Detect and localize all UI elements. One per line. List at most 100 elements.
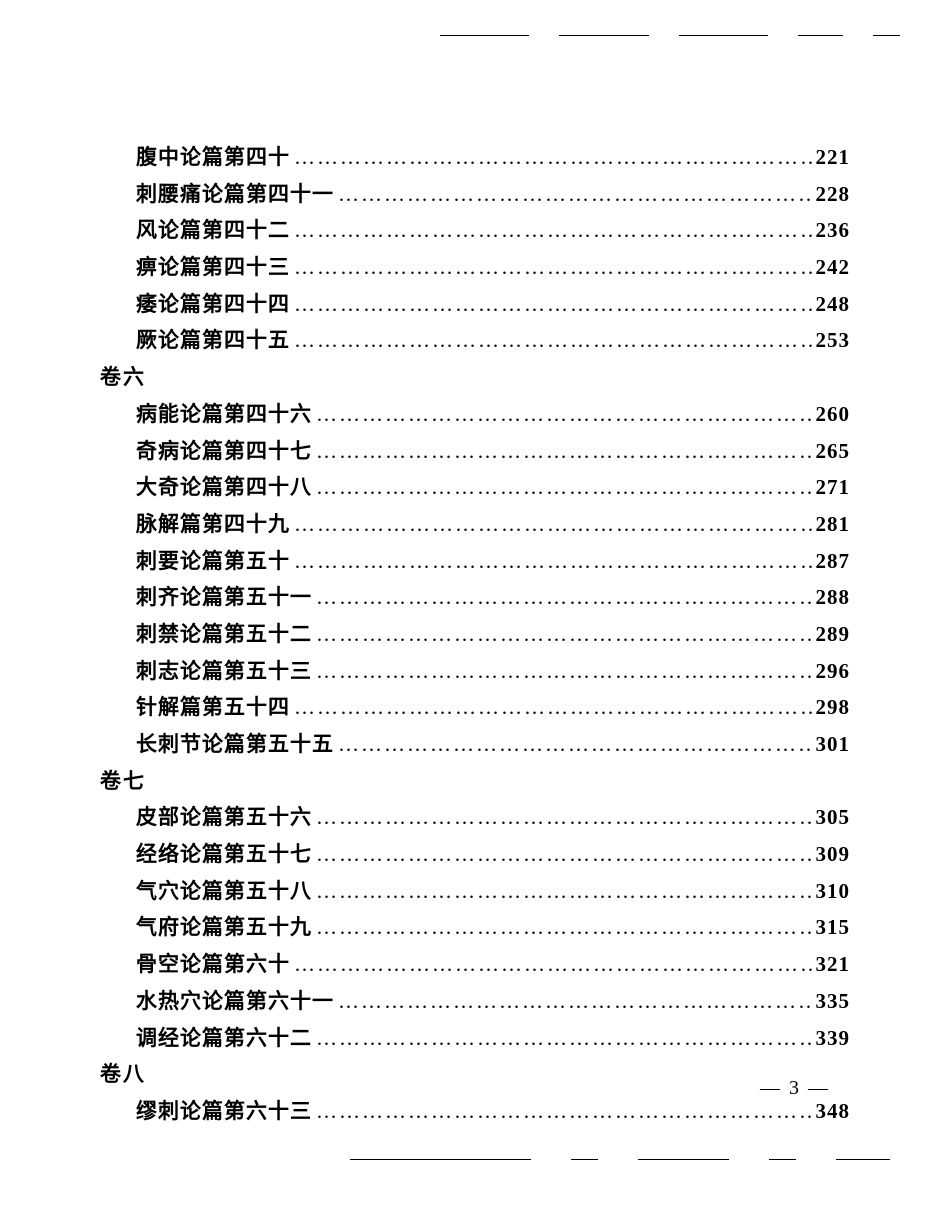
toc-entry-title: 奇病论篇第四十七: [136, 434, 312, 470]
toc-entry: 刺志论篇第五十三………………………………………………………………………………………: [100, 654, 850, 690]
toc-entry: 气穴论篇第五十八………………………………………………………………………………………: [100, 874, 850, 910]
toc-entry-title: 刺志论篇第五十三: [136, 654, 312, 690]
toc-entry-leader-dots: ……………………………………………………………………………………………………………: [294, 323, 812, 359]
toc-entry-page: 305: [816, 800, 851, 836]
toc-entry-page: 248: [816, 287, 851, 323]
toc-entry: 痹论篇第四十三…………………………………………………………………………………………: [100, 250, 850, 286]
toc-entry-leader-dots: ……………………………………………………………………………………………………………: [316, 837, 812, 873]
toc-entry-title: 骨空论篇第六十: [136, 947, 290, 983]
toc-entry-title: 脉解篇第四十九: [136, 507, 290, 543]
toc-entry-page: 315: [816, 910, 851, 946]
toc-entry-page: 335: [816, 984, 851, 1020]
toc-entry-page: 301: [816, 727, 851, 763]
toc-entry: 风论篇第四十二…………………………………………………………………………………………: [100, 213, 850, 249]
section-heading-text: 卷六: [100, 365, 146, 389]
toc-entry-page: 339: [816, 1021, 851, 1057]
toc-entry: 调经论篇第六十二………………………………………………………………………………………: [100, 1021, 850, 1057]
toc-entry-page: 298: [816, 690, 851, 726]
toc-entry-leader-dots: ……………………………………………………………………………………………………………: [338, 984, 812, 1020]
section-heading: 卷六: [100, 360, 850, 396]
toc-entry-title: 经络论篇第五十七: [136, 837, 312, 873]
toc-entry-page: 260: [816, 397, 851, 433]
toc-entry: 奇病论篇第四十七………………………………………………………………………………………: [100, 434, 850, 470]
toc-entry-page: 309: [816, 837, 851, 873]
section-heading-text: 卷七: [100, 769, 146, 793]
toc-entry-leader-dots: ……………………………………………………………………………………………………………: [316, 434, 812, 470]
toc-entry-title: 痿论篇第四十四: [136, 287, 290, 323]
toc-entry-title: 刺禁论篇第五十二: [136, 617, 312, 653]
toc-entry-leader-dots: ……………………………………………………………………………………………………………: [294, 507, 812, 543]
toc-entry-title: 气穴论篇第五十八: [136, 874, 312, 910]
toc-entry-leader-dots: ……………………………………………………………………………………………………………: [316, 874, 812, 910]
toc-entry-title: 大奇论篇第四十八: [136, 470, 312, 506]
toc-entry-leader-dots: ……………………………………………………………………………………………………………: [294, 250, 812, 286]
toc-entry: 经络论篇第五十七………………………………………………………………………………………: [100, 837, 850, 873]
toc-entry-leader-dots: ……………………………………………………………………………………………………………: [294, 213, 812, 249]
toc-entry-page: 242: [816, 250, 851, 286]
toc-entry-page: 296: [816, 654, 851, 690]
toc-entry-title: 气府论篇第五十九: [136, 910, 312, 946]
toc-entry-leader-dots: ……………………………………………………………………………………………………………: [294, 544, 812, 580]
toc-entry-page: 289: [816, 617, 851, 653]
toc-entry: 针解篇第五十四…………………………………………………………………………………………: [100, 690, 850, 726]
toc-entry: 腹中论篇第四十…………………………………………………………………………………………: [100, 140, 850, 176]
toc-entry: 缪刺论篇第六十三………………………………………………………………………………………: [100, 1094, 850, 1130]
toc-entry: 刺腰痛论篇第四十一……………………………………………………………………………………: [100, 177, 850, 213]
toc-entry-title: 腹中论篇第四十: [136, 140, 290, 176]
toc-entry-page: 310: [816, 874, 851, 910]
toc-entry-page: 228: [816, 177, 851, 213]
toc-entry: 皮部论篇第五十六………………………………………………………………………………………: [100, 800, 850, 836]
toc-entry-leader-dots: ……………………………………………………………………………………………………………: [316, 654, 812, 690]
toc-entry-page: 236: [816, 213, 851, 249]
toc-entry-page: 288: [816, 580, 851, 616]
toc-entry: 骨空论篇第六十…………………………………………………………………………………………: [100, 947, 850, 983]
toc-entry: 长刺节论篇第五十五……………………………………………………………………………………: [100, 727, 850, 763]
top-decoration-lines: [440, 35, 900, 36]
toc-entry-leader-dots: ……………………………………………………………………………………………………………: [316, 617, 812, 653]
toc-container: 腹中论篇第四十 …………………………………………………………………………………………: [100, 140, 850, 1131]
bottom-decoration-lines: [350, 1159, 890, 1160]
toc-entry-title: 针解篇第五十四: [136, 690, 290, 726]
toc-entry-title: 长刺节论篇第五十五: [136, 727, 334, 763]
toc-entry: 大奇论篇第四十八………………………………………………………………………………………: [100, 470, 850, 506]
toc-entry-leader-dots: ……………………………………………………………………………………………………………: [316, 910, 812, 946]
toc-entry-title: 缪刺论篇第六十三: [136, 1094, 312, 1130]
toc-entry-leader-dots: ……………………………………………………………………………………………………………: [316, 1021, 812, 1057]
page-number: — 3 —: [760, 1077, 830, 1100]
toc-entry-title: 皮部论篇第五十六: [136, 800, 312, 836]
toc-entry: 厥论篇第四十五…………………………………………………………………………………………: [100, 323, 850, 359]
toc-entry: 病能论篇第四十六………………………………………………………………………………………: [100, 397, 850, 433]
toc-entry-title: 痹论篇第四十三: [136, 250, 290, 286]
toc-entry-leader-dots: ……………………………………………………………………………………………………………: [316, 1094, 812, 1130]
section-heading: 卷七: [100, 764, 850, 800]
section-heading: 卷八: [100, 1057, 850, 1093]
toc-entry: 刺要论篇第五十…………………………………………………………………………………………: [100, 544, 850, 580]
toc-entry-title: 刺腰痛论篇第四十一: [136, 177, 334, 213]
toc-entry-page: 265: [816, 434, 851, 470]
toc-entry-title: 调经论篇第六十二: [136, 1021, 312, 1057]
toc-entry-page: 321: [816, 947, 851, 983]
toc-entry-leader-dots: ……………………………………………………………………………………………………………: [316, 580, 812, 616]
toc-entry-leader-dots: ……………………………………………………………………………………………………………: [294, 947, 812, 983]
toc-entry-title: 厥论篇第四十五: [136, 323, 290, 359]
toc-entry-page: 271: [816, 470, 851, 506]
toc-entry-leader-dots: ……………………………………………………………………………………………………………: [316, 397, 812, 433]
toc-entry-title: 风论篇第四十二: [136, 213, 290, 249]
section-heading-text: 卷八: [100, 1062, 146, 1086]
toc-entry: 痿论篇第四十四…………………………………………………………………………………………: [100, 287, 850, 323]
toc-entry-leader-dots: ……………………………………………………………………………………………………………: [316, 470, 812, 506]
toc-entry-leader-dots: ……………………………………………………………………………………………………………: [316, 800, 812, 836]
toc-entry: 脉解篇第四十九…………………………………………………………………………………………: [100, 507, 850, 543]
toc-entry-title: 刺要论篇第五十: [136, 544, 290, 580]
toc-entry: 刺齐论篇第五十一………………………………………………………………………………………: [100, 580, 850, 616]
toc-entry: 水热穴论篇第六十一……………………………………………………………………………………: [100, 984, 850, 1020]
toc-entry: 气府论篇第五十九………………………………………………………………………………………: [100, 910, 850, 946]
toc-entry-leader-dots: ……………………………………………………………………………………………………………: [338, 177, 812, 213]
toc-entry: 刺禁论篇第五十二………………………………………………………………………………………: [100, 617, 850, 653]
toc-entry-title: 刺齐论篇第五十一: [136, 580, 312, 616]
toc-entry-leader-dots: ……………………………………………………………………………………………………………: [294, 690, 812, 726]
toc-entry-leader-dots: ……………………………………………………………………………………………………………: [294, 140, 812, 176]
toc-entry-leader-dots: ……………………………………………………………………………………………………………: [294, 287, 812, 323]
toc-entry-title: 水热穴论篇第六十一: [136, 984, 334, 1020]
toc-entry-page: 287: [816, 544, 851, 580]
